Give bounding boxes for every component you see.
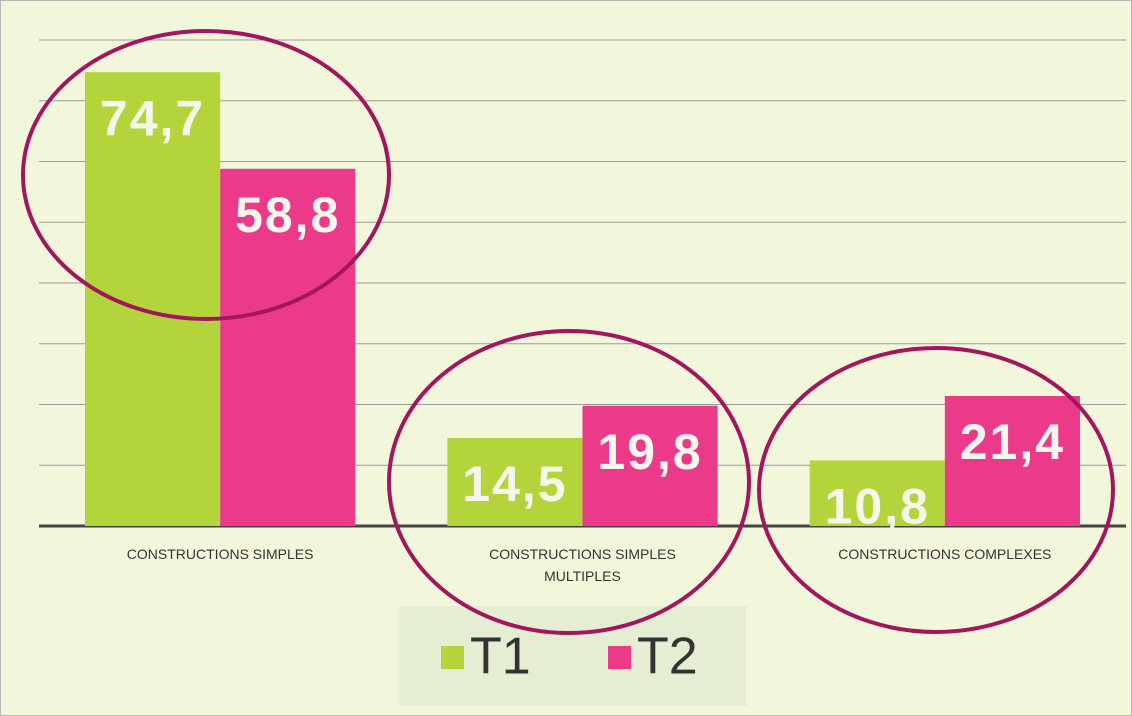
legend-swatch <box>608 646 631 669</box>
x-tick-label: CONSTRUCTIONS COMPLEXES <box>838 546 1052 562</box>
bar <box>85 72 221 526</box>
highlight-ellipse <box>387 329 751 635</box>
bar <box>582 405 718 526</box>
x-tick-label: CONSTRUCTIONS SIMPLES <box>126 546 314 562</box>
legend-swatch <box>441 646 464 669</box>
legend-label: T2 <box>637 628 698 686</box>
bar <box>944 395 1080 526</box>
data-label: 58,8 <box>235 187 340 243</box>
x-tick-label: CONSTRUCTIONS SIMPLES MULTIPLES <box>489 546 676 584</box>
bar <box>809 460 945 526</box>
highlight-ellipse <box>21 29 391 321</box>
bar <box>220 168 356 527</box>
highlight-ellipse <box>757 346 1115 634</box>
data-label: 19,8 <box>597 424 702 480</box>
data-label: 21,4 <box>960 414 1065 470</box>
data-label: 14,5 <box>462 456 567 512</box>
data-label: 10,8 <box>825 479 930 535</box>
legend-label: T1 <box>470 628 531 686</box>
data-label: 74,7 <box>100 90 205 146</box>
bar <box>447 437 583 526</box>
